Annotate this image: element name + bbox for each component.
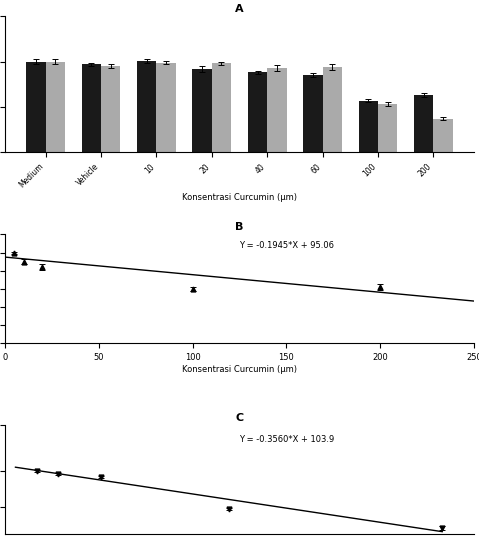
Bar <box>323 67 342 152</box>
Title: C: C <box>236 413 243 423</box>
Title: A: A <box>235 4 244 14</box>
Bar <box>303 75 323 152</box>
Bar <box>26 62 46 152</box>
Bar <box>193 69 212 152</box>
Bar <box>156 63 176 152</box>
Bar <box>378 104 398 152</box>
Bar <box>81 64 101 152</box>
Bar <box>414 95 433 152</box>
Bar <box>267 68 286 152</box>
Bar <box>359 100 378 152</box>
X-axis label: Konsentrasi Curcumin (μm): Konsentrasi Curcumin (μm) <box>182 192 297 202</box>
Bar <box>101 66 120 152</box>
Title: B: B <box>235 222 244 232</box>
Bar <box>433 119 453 152</box>
Bar <box>212 63 231 152</box>
Text: Y = -0.1945*X + 95.06: Y = -0.1945*X + 95.06 <box>240 240 334 250</box>
X-axis label: Konsentrasi Curcumin (μm): Konsentrasi Curcumin (μm) <box>182 365 297 374</box>
Bar <box>46 62 65 152</box>
Text: Y = -0.3560*X + 103.9: Y = -0.3560*X + 103.9 <box>240 435 335 444</box>
Bar <box>137 60 156 152</box>
Bar <box>248 72 267 152</box>
